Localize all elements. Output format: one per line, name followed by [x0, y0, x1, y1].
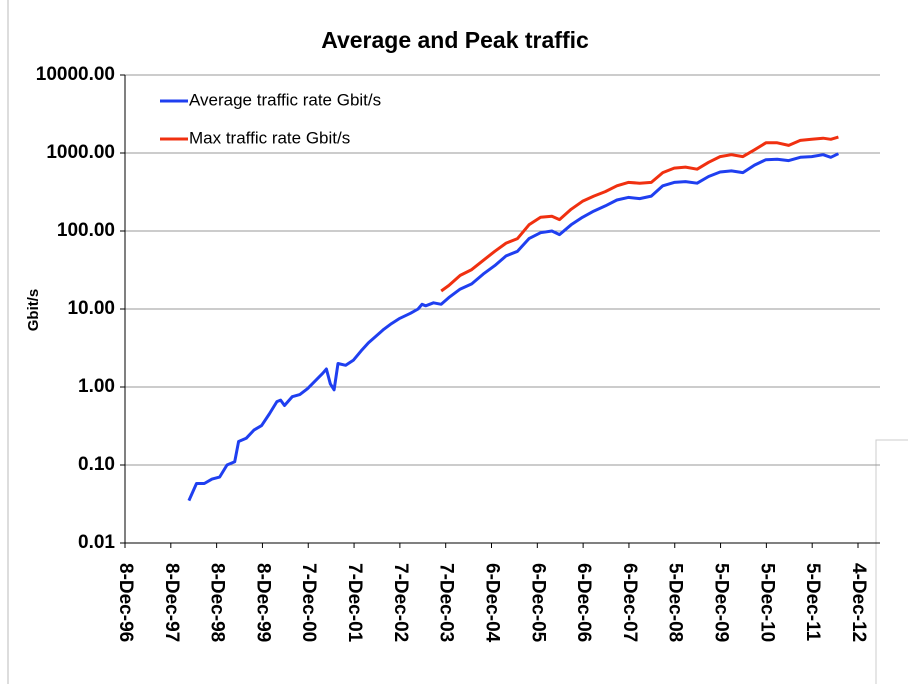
x-tick-label: 6-Dec-07	[619, 563, 640, 642]
x-tick-label: 5-Dec-10	[756, 563, 777, 642]
x-tick-label: 8-Dec-99	[252, 563, 273, 642]
x-tick-label: 5-Dec-09	[711, 563, 732, 642]
legend-label: Max traffic rate Gbit/s	[189, 128, 350, 147]
y-tick-label: 1.00	[78, 376, 115, 397]
y-tick-label: 0.10	[78, 454, 115, 475]
y-tick-label: 10000.00	[36, 64, 115, 85]
y-tick-label: 10.00	[67, 298, 115, 319]
x-tick-label: 7-Dec-03	[436, 563, 457, 642]
y-axis-label: Gbit/s	[25, 289, 42, 332]
x-tick-label: 6-Dec-05	[527, 563, 548, 643]
x-tick-label: 6-Dec-04	[481, 563, 502, 643]
x-tick-label: 5-Dec-11	[802, 563, 823, 642]
x-tick-label: 7-Dec-02	[390, 563, 411, 642]
legend-label: Average traffic rate Gbit/s	[189, 90, 381, 109]
overlay-panel	[875, 439, 908, 684]
y-tick-label: 100.00	[57, 220, 115, 241]
y-tick-label: 1000.00	[46, 142, 115, 163]
x-tick-label: 8-Dec-98	[207, 563, 228, 642]
series-line	[440, 135, 839, 293]
x-tick-label: 7-Dec-00	[298, 563, 319, 642]
x-tick-label: 8-Dec-97	[161, 563, 182, 642]
x-tick-label: 8-Dec-96	[115, 563, 136, 642]
y-tick-label: 0.01	[78, 532, 115, 553]
x-tick-label: 6-Dec-06	[573, 563, 594, 642]
x-tick-label: 4-Dec-12	[848, 563, 869, 642]
x-tick-label: 5-Dec-08	[665, 563, 686, 642]
chart-title: Average and Peak traffic	[321, 27, 589, 53]
series-line	[187, 152, 840, 502]
x-tick-label: 7-Dec-01	[344, 563, 365, 643]
